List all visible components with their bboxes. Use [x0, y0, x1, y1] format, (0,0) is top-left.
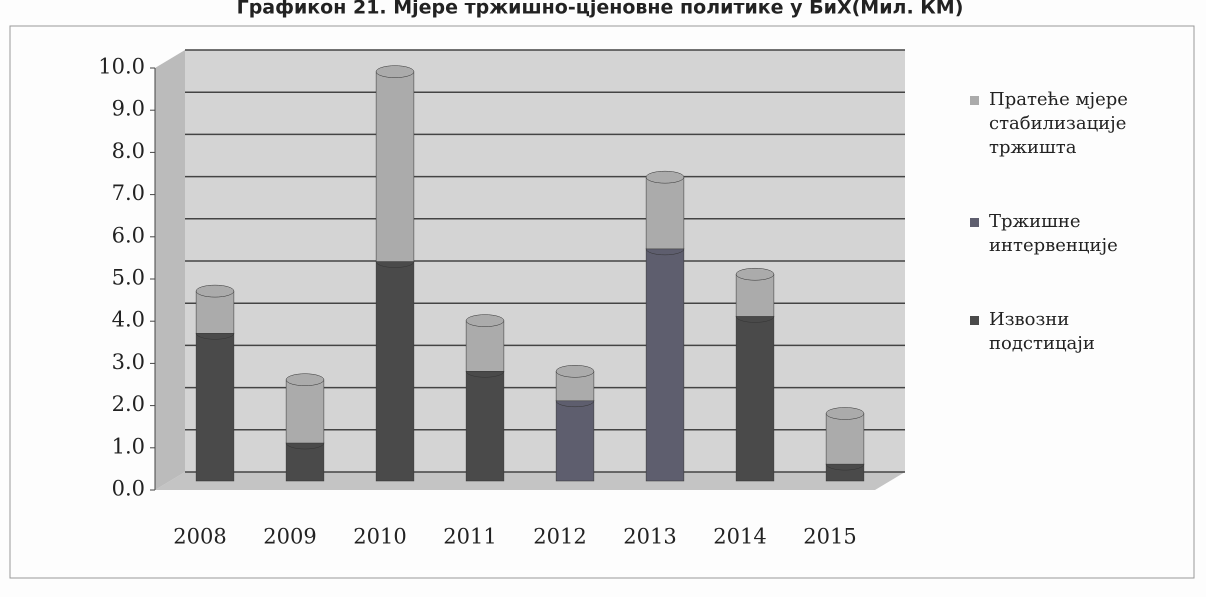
bar-segment: [465, 371, 505, 482]
bar-segment: [735, 273, 775, 317]
bar-segment: [645, 176, 685, 250]
y-tick-label: 10.0: [98, 55, 145, 79]
x-tick-label: 2012: [533, 525, 586, 549]
y-tick-label: 5.0: [112, 266, 145, 290]
bar-cap: [195, 284, 235, 298]
bar-segment: [465, 320, 505, 372]
x-tick-label: 2008: [173, 525, 226, 549]
legend: Пратеће мјере стабилизације тржишта Тржиш…: [970, 88, 1180, 406]
y-tick-label: 4.0: [112, 308, 145, 332]
bar-cap: [375, 65, 415, 78]
legend-swatch: [970, 218, 979, 227]
y-tick-label: 0.0: [112, 477, 145, 501]
floor: [155, 472, 905, 490]
bar-segment: [735, 316, 775, 482]
legend-label: Извозни подстицаји: [989, 309, 1095, 354]
bar-cap: [735, 267, 775, 281]
bar-cap: [825, 407, 865, 420]
legend-swatch: [970, 96, 979, 105]
bar-segment: [645, 248, 685, 482]
legend-label: Пратеће мјере стабилизације тржишта: [989, 89, 1128, 158]
y-tick-label: 3.0: [112, 350, 145, 374]
x-tick-label: 2009: [263, 525, 316, 549]
bar-cap: [645, 170, 685, 184]
x-tick-label: 2013: [623, 525, 676, 549]
chart-title: Графикон 21. Мјере тржишно-цјеновне поли…: [237, 0, 964, 19]
bar-cap: [555, 365, 595, 378]
bar-segment: [825, 413, 865, 465]
bar-segment: [375, 71, 415, 262]
side-wall: [155, 50, 185, 490]
bar-segment: [195, 290, 235, 334]
bar-cap: [465, 314, 505, 327]
legend-item: Тржишне интервенције: [970, 210, 1180, 258]
chart-border: [9, 25, 1195, 579]
y-tick-label: 9.0: [112, 97, 145, 121]
y-tick-label: 6.0: [112, 223, 145, 247]
bar-segment: [555, 400, 595, 482]
y-tick-label: 8.0: [112, 139, 145, 163]
legend-item: Пратеће мјере стабилизације тржишта: [970, 88, 1180, 160]
legend-item: Извозни подстицаји: [970, 308, 1180, 356]
y-tick-label: 1.0: [112, 434, 145, 458]
x-tick-label: 2010: [353, 525, 406, 549]
bar-segment: [285, 442, 325, 482]
legend-swatch: [970, 316, 979, 325]
bar-segment: [375, 261, 415, 482]
x-tick-label: 2015: [803, 525, 856, 549]
x-tick-label: 2014: [713, 525, 766, 549]
bar-segment: [195, 333, 235, 482]
y-tick-label: 2.0: [112, 392, 145, 416]
bar-segment: [285, 379, 325, 444]
bar-cap: [285, 373, 325, 386]
x-tick-label: 2011: [443, 525, 496, 549]
legend-label: Тржишне интервенције: [989, 211, 1118, 256]
y-tick-label: 7.0: [112, 181, 145, 205]
